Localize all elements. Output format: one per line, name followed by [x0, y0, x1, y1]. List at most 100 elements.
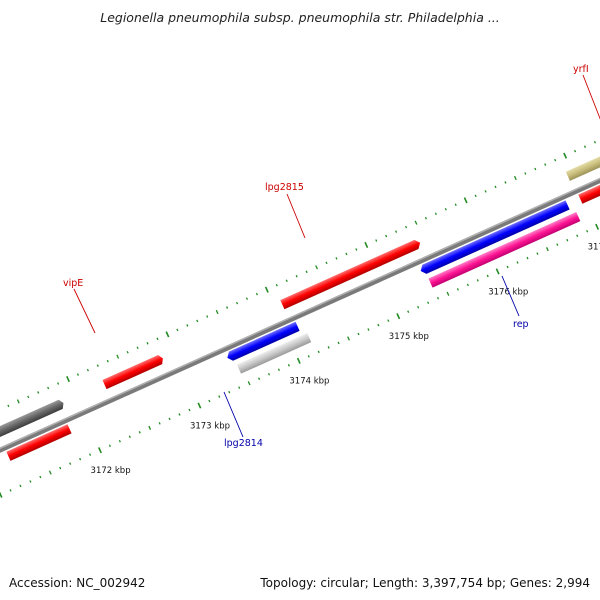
scale-tick — [0, 491, 3, 498]
gene-label-rep[interactable]: rep — [513, 319, 529, 330]
scale-tick — [69, 462, 72, 465]
scale-tick — [168, 417, 171, 421]
scale-tick — [494, 185, 497, 189]
scale-tick — [325, 261, 328, 265]
scale-tick — [47, 386, 50, 390]
scale-tick — [295, 275, 298, 278]
scale-tick — [258, 377, 261, 380]
scale-tick — [126, 350, 129, 354]
gene-arrow-red-reverse-left[interactable] — [6, 424, 72, 461]
gene-arrow-rep[interactable] — [428, 212, 581, 288]
scale-tick — [327, 346, 330, 349]
forward-tick-track — [7, 140, 596, 408]
gene-arrow-lpg2814[interactable] — [236, 332, 312, 374]
gene-arrow-blue-reverse-2[interactable] — [419, 200, 570, 275]
gene-label-lpg2815[interactable]: lpg2815 — [265, 182, 304, 193]
scale-tick — [138, 431, 141, 434]
reverse-features-row1 — [6, 160, 600, 461]
gene-label-lpg2814[interactable]: lpg2814 — [224, 438, 263, 449]
scale-tick-labels: 3172 kbp 3173 kbp 3174 kbp 3175 kbp 3176 kbp… — [91, 243, 600, 476]
scale-tick — [57, 382, 60, 385]
scale-tick — [27, 395, 30, 399]
scale-tick — [296, 357, 301, 364]
scale-tick — [364, 241, 369, 249]
scale-tick — [534, 167, 537, 171]
yrfi-leader-line — [582, 74, 600, 120]
scale-tick — [37, 391, 40, 394]
gene-arrow-blue-reverse-1[interactable] — [225, 321, 300, 363]
scale-tick — [305, 270, 308, 274]
scale-tick — [466, 283, 469, 287]
scale-tick — [456, 288, 459, 291]
scale-tick — [208, 399, 211, 403]
scale-tick — [545, 247, 549, 252]
scale-tick — [136, 346, 139, 350]
scale-tick — [486, 274, 489, 278]
scale-tick — [285, 279, 288, 283]
scale-tick — [476, 279, 479, 282]
scale-tick — [19, 484, 22, 488]
scale-tick — [226, 306, 229, 309]
scale-tick — [574, 149, 577, 153]
gene-label-vipe[interactable]: vipE — [63, 278, 83, 289]
scale-tick — [414, 220, 418, 225]
forward-features — [0, 136, 600, 438]
scale-tick — [9, 489, 12, 492]
scale-tick — [367, 328, 370, 331]
backbone-highlight — [0, 138, 600, 485]
scale-tick — [446, 291, 450, 296]
scale-tick — [536, 252, 539, 255]
lpg2814-leader-line — [223, 391, 244, 438]
scale-tick — [576, 234, 579, 237]
scale-tick — [474, 194, 477, 198]
scale-tick — [593, 140, 596, 144]
scale-tick — [128, 435, 131, 439]
scale-tick — [544, 163, 547, 166]
scale-tick — [405, 225, 408, 229]
scale-tick — [566, 238, 569, 242]
gene-arrow-grey-forward-left[interactable] — [0, 398, 65, 438]
scale-tick — [347, 336, 350, 341]
scale-tick — [357, 332, 360, 336]
scale-tick — [148, 425, 152, 430]
scale-tick — [436, 297, 440, 300]
scale-tick — [396, 313, 401, 320]
scale-tick — [59, 466, 62, 470]
scale-tick — [275, 283, 278, 287]
scale-tick — [76, 373, 80, 376]
scale-tick — [16, 399, 20, 404]
scale-tick — [504, 181, 507, 184]
scale-tick — [156, 337, 159, 341]
scale-tick — [89, 453, 92, 456]
scale-tick — [108, 444, 111, 447]
gene-arrow-vipe[interactable] — [102, 354, 164, 390]
gene-label-yrfi[interactable]: yrfI — [573, 64, 589, 75]
scale-tick — [337, 341, 340, 345]
scale-tick — [98, 447, 102, 454]
scale-tick — [96, 364, 99, 367]
scale-tick — [178, 413, 181, 416]
scale-tick — [495, 268, 500, 275]
scale-tick-label: 3175 kbp — [389, 332, 429, 342]
scale-tick — [106, 359, 109, 363]
scale-tick — [417, 305, 420, 309]
scale-tick — [39, 475, 42, 479]
gene-arrow-red-reverse-right[interactable] — [578, 160, 600, 204]
gene-arrow-lpg2815[interactable] — [280, 238, 422, 310]
scale-tick — [66, 375, 70, 383]
scale-tick — [434, 212, 437, 215]
scale-tick — [238, 386, 241, 389]
gene-arrow-khaki-forward[interactable] — [565, 136, 600, 181]
scale-tick — [387, 319, 390, 322]
scale-tick — [277, 368, 280, 372]
scale-tick — [444, 207, 447, 211]
scale-tick — [513, 175, 517, 181]
scale-tick — [196, 319, 199, 323]
scale-tick — [228, 390, 231, 394]
scale-tick — [86, 368, 89, 372]
scale-tick — [407, 310, 410, 313]
scale-tick — [345, 252, 348, 256]
genome-summary-text: Topology: circular; Length: 3,397,754 bp… — [260, 576, 590, 590]
scale-tick — [583, 145, 587, 148]
